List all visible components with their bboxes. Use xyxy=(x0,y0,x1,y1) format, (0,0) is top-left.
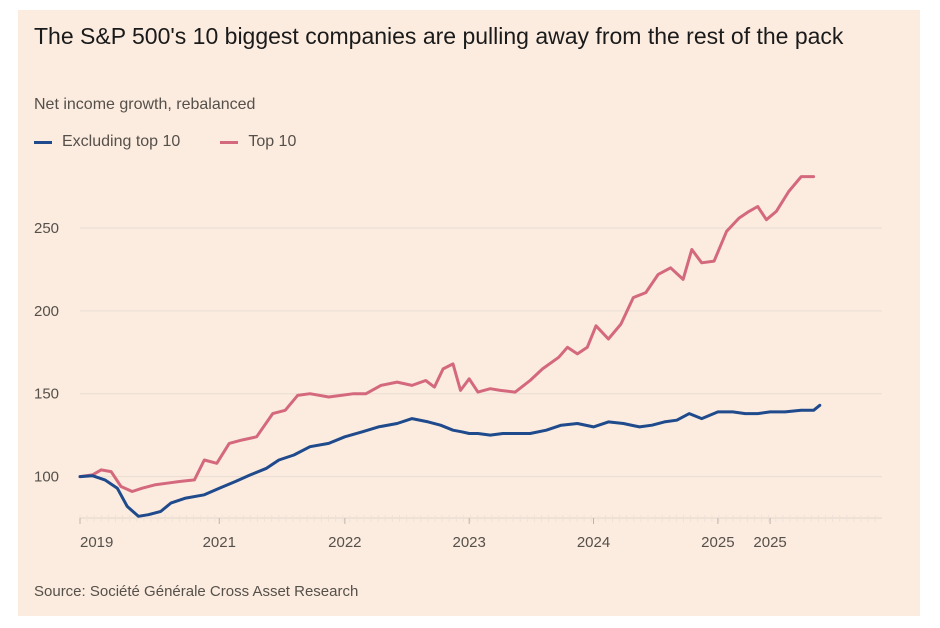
chart-legend: Excluding top 10 Top 10 xyxy=(34,133,336,151)
legend-label-top-10: Top 10 xyxy=(248,133,297,150)
legend-item-top-10: Top 10 xyxy=(220,133,296,151)
y-tick-label-250: 250 xyxy=(34,220,59,237)
legend-label-excluding-top-10: Excluding top 10 xyxy=(62,133,181,150)
x-tick-label-0: 2019 xyxy=(80,534,113,551)
x-tick-label-1: 2021 xyxy=(203,534,236,551)
chart-card: The S&P 500's 10 biggest companies are p… xyxy=(18,10,920,616)
chart-title: The S&P 500's 10 biggest companies are p… xyxy=(34,23,844,49)
y-tick-label-150: 150 xyxy=(34,386,59,403)
legend-swatch-excluding-top-10 xyxy=(34,140,52,144)
x-tick-label-3: 2023 xyxy=(453,534,486,551)
series-line-top-10 xyxy=(78,175,816,493)
legend-swatch-top-10 xyxy=(220,140,239,144)
x-tick-label-5: 2025 xyxy=(701,534,734,551)
x-tick-label-2: 2022 xyxy=(328,534,361,551)
x-tick-label-6: 2025 xyxy=(753,534,786,551)
x-tick-label-4: 2024 xyxy=(577,534,610,551)
line-chart: 100 150 200 250 2019 2021 2022 2023 2024 2025 2025 xyxy=(34,175,882,551)
legend-item-excluding-top-10: Excluding top 10 xyxy=(34,133,180,151)
source-note: Source: Société Générale Cross Asset Res… xyxy=(34,583,359,600)
y-tick-label-200: 200 xyxy=(34,303,59,320)
y-tick-label-100: 100 xyxy=(34,469,59,486)
chart-subtitle: Net income growth, rebalanced xyxy=(34,96,256,113)
series-line-excluding-top-10 xyxy=(78,403,822,518)
